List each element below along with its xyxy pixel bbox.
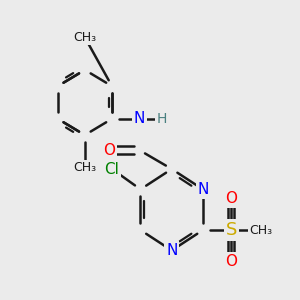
Text: H: H — [157, 112, 167, 126]
Text: O: O — [225, 191, 237, 206]
Text: CH₃: CH₃ — [73, 161, 96, 174]
Text: N: N — [197, 182, 208, 197]
Text: Cl: Cl — [105, 161, 119, 176]
Text: S: S — [226, 221, 237, 239]
Text: CH₃: CH₃ — [73, 31, 96, 44]
Text: O: O — [225, 254, 237, 269]
Text: N: N — [134, 111, 145, 126]
Text: CH₃: CH₃ — [250, 224, 273, 237]
Text: O: O — [103, 142, 115, 158]
Text: N: N — [166, 243, 177, 258]
